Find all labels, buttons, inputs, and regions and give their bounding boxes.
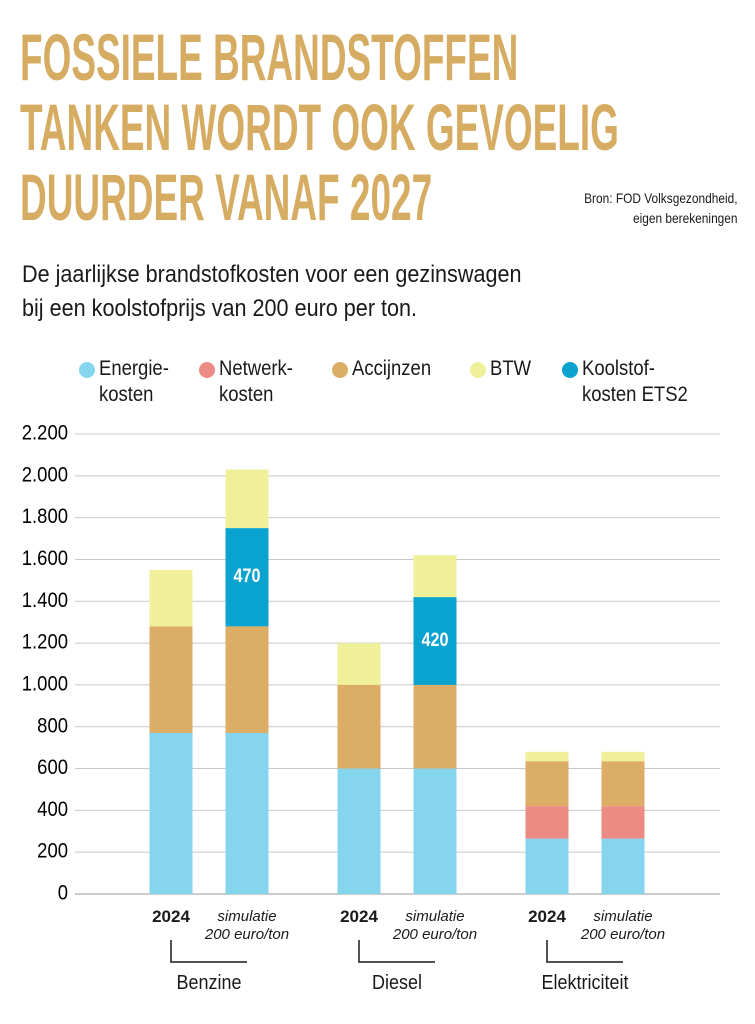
group-label: Benzine bbox=[176, 972, 242, 994]
y-tick-label: 0 bbox=[58, 881, 68, 904]
bar-segment bbox=[149, 569, 193, 627]
legend-label: Netwerk- kosten bbox=[219, 357, 293, 406]
y-tick-label: 1.800 bbox=[22, 505, 68, 528]
group-label: Diesel bbox=[371, 972, 423, 994]
bar-segment bbox=[601, 806, 645, 839]
bar-segment bbox=[225, 626, 269, 733]
data-label: 470 bbox=[234, 565, 261, 587]
y-tick-label: 600 bbox=[37, 756, 68, 779]
bar-segment bbox=[601, 751, 645, 762]
bar-segment bbox=[225, 528, 269, 627]
legend-label: Accijnzen bbox=[352, 357, 432, 380]
y-tick-label: 1.200 bbox=[22, 631, 68, 654]
data-label: 420 bbox=[422, 629, 449, 651]
bar-segment bbox=[525, 751, 569, 762]
y-tick-label: 800 bbox=[37, 714, 68, 737]
legend-swatch bbox=[332, 362, 348, 378]
x-tick-label: 2024 bbox=[152, 907, 190, 926]
group-label: Elektriciteit bbox=[541, 972, 629, 994]
group-bracket bbox=[546, 940, 623, 963]
y-tick-label: 1.600 bbox=[22, 547, 68, 570]
chart-title: FOSSIELE BRANDSTOFFEN TANKEN WORDT OOK G… bbox=[20, 20, 619, 234]
y-tick-label: 400 bbox=[37, 798, 68, 821]
y-tick-label: 2.000 bbox=[22, 463, 68, 486]
bar-segment bbox=[601, 761, 645, 807]
x-tick-label: 2024 bbox=[340, 907, 378, 926]
bar-segment bbox=[601, 838, 645, 894]
x-tick-label: 2024 bbox=[528, 907, 566, 926]
y-tick-label: 200 bbox=[37, 840, 68, 863]
legend-swatch bbox=[199, 362, 215, 378]
legend-label: BTW bbox=[490, 357, 532, 380]
x-tick-label: simulatie 200 euro/ton bbox=[392, 908, 478, 943]
bar-segment bbox=[413, 768, 457, 894]
bar-segment bbox=[337, 684, 381, 769]
bar-segment bbox=[149, 733, 193, 894]
bar-segment bbox=[225, 733, 269, 894]
bar-segment bbox=[413, 684, 457, 769]
bar-segment bbox=[525, 761, 569, 807]
bar-segment bbox=[413, 555, 457, 598]
legend-swatch bbox=[79, 362, 95, 378]
source: Bron: FOD Volksgezondheid, eigen bereken… bbox=[584, 190, 738, 226]
x-tick-label: simulatie 200 euro/ton bbox=[580, 908, 666, 943]
subtitle: De jaarlijkse brandstofkosten voor een g… bbox=[22, 261, 522, 322]
legend-label: Koolstof- kosten ETS2 bbox=[582, 357, 688, 406]
bar-segment bbox=[337, 768, 381, 894]
bar-segment bbox=[413, 597, 457, 685]
bar-segment bbox=[149, 626, 193, 733]
y-tick-label: 1.400 bbox=[22, 589, 68, 612]
y-tick-label: 1.000 bbox=[22, 672, 68, 695]
bar-segment bbox=[337, 643, 381, 685]
bar-segment bbox=[525, 806, 569, 839]
x-tick-label: simulatie 200 euro/ton bbox=[204, 908, 290, 943]
legend-label: Energie- kosten bbox=[99, 357, 169, 406]
bar-segment bbox=[225, 469, 269, 529]
group-bracket bbox=[358, 940, 435, 963]
y-tick-label: 2.200 bbox=[22, 421, 68, 444]
group-bracket bbox=[170, 940, 247, 963]
bar-segment bbox=[525, 838, 569, 894]
legend-swatch bbox=[470, 362, 486, 378]
legend-swatch bbox=[562, 362, 578, 378]
